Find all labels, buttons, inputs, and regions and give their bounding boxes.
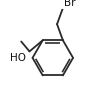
Text: Br: Br	[64, 0, 75, 8]
Text: HO: HO	[10, 53, 26, 63]
